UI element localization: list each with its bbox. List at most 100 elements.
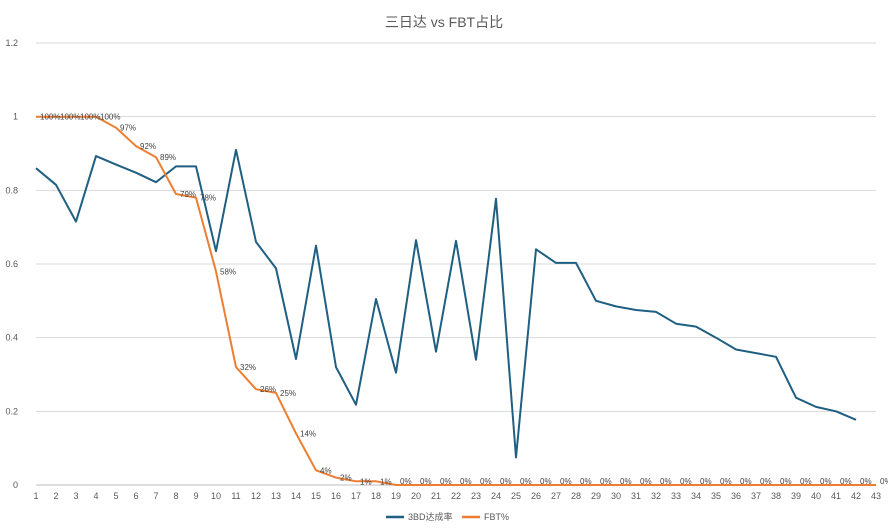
x-tick-label: 20: [411, 491, 421, 501]
data-label: 97%: [120, 124, 136, 133]
y-tick-label: 0.2: [5, 406, 18, 416]
data-label: 0%: [420, 477, 432, 486]
x-tick-label: 37: [751, 491, 761, 501]
x-tick-label: 39: [791, 491, 801, 501]
y-tick-label: 0.8: [5, 185, 18, 195]
x-tick-label: 16: [331, 491, 341, 501]
x-tick-label: 1: [33, 491, 38, 501]
series: [35, 115, 876, 486]
y-tick-label: 0.4: [5, 333, 18, 343]
data-label: 0%: [620, 477, 632, 486]
data-label: 1%: [360, 477, 372, 486]
data-label: 0%: [500, 477, 512, 486]
x-tick-label: 5: [113, 491, 118, 501]
data-label: 100%: [60, 113, 80, 122]
data-label: 92%: [140, 142, 156, 151]
y-axis-ticks: 0 0.2 0.4 0.6 0.8 1 1.2: [5, 38, 18, 490]
x-tick-label: 3: [73, 491, 78, 501]
x-tick-label: 43: [871, 491, 881, 501]
data-label: 0%: [660, 477, 672, 486]
data-label: 0%: [860, 477, 872, 486]
x-tick-label: 33: [671, 491, 681, 501]
x-tick-label: 34: [691, 491, 701, 501]
data-label: 0%: [440, 477, 452, 486]
grid: [36, 42, 876, 486]
y-tick-label: 0.6: [5, 259, 18, 269]
x-tick-label: 8: [173, 491, 178, 501]
x-tick-label: 6: [133, 491, 138, 501]
x-tick-label: 25: [511, 491, 521, 501]
data-label: 0%: [740, 477, 752, 486]
data-label: 0%: [640, 477, 652, 486]
data-label: 32%: [240, 363, 256, 372]
x-tick-label: 4: [93, 491, 98, 501]
data-label: 0%: [540, 477, 552, 486]
x-tick-label: 29: [591, 491, 601, 501]
data-label: 0%: [400, 477, 412, 486]
data-label: 2%: [340, 474, 352, 483]
x-tick-label: 32: [651, 491, 661, 501]
data-label: 89%: [160, 153, 176, 162]
x-tick-label: 11: [231, 491, 240, 501]
data-label: 0%: [720, 477, 732, 486]
series-line-3bd: [35, 148, 857, 459]
data-label: 79%: [180, 190, 196, 199]
data-label: 78%: [200, 194, 216, 203]
x-tick-label: 18: [371, 491, 381, 501]
x-tick-label: 42: [851, 491, 861, 501]
data-label: 58%: [220, 267, 236, 276]
data-label: 25%: [280, 389, 296, 398]
x-tick-label: 35: [711, 491, 721, 501]
y-tick-label: 1: [13, 112, 18, 122]
x-tick-label: 12: [251, 491, 261, 501]
data-label: 100%: [100, 113, 120, 122]
data-label: 0%: [780, 477, 792, 486]
data-label: 0%: [600, 477, 612, 486]
x-tick-label: 15: [311, 491, 321, 501]
data-label: 0%: [580, 477, 592, 486]
x-tick-label: 14: [291, 491, 301, 501]
data-label: 0%: [800, 477, 812, 486]
x-tick-label: 38: [771, 491, 781, 501]
data-label: 1%: [380, 477, 392, 486]
x-axis-ticks: 1 2 3 4 5 6 7 8 9 10 11 12 13 14 15 16 17 18 19 20 21 22 23 24 2…: [33, 491, 881, 501]
x-tick-label: 28: [571, 491, 581, 501]
x-tick-label: 22: [451, 491, 461, 501]
data-label: 0%: [460, 477, 472, 486]
x-tick-label: 2: [53, 491, 58, 501]
x-tick-label: 31: [631, 491, 641, 501]
data-label: 100%: [80, 113, 100, 122]
x-tick-label: 23: [471, 491, 481, 501]
data-label: 0%: [700, 477, 712, 486]
data-label: 0%: [560, 477, 572, 486]
data-label: 100%: [40, 113, 60, 122]
x-tick-label: 21: [431, 491, 441, 501]
x-tick-label: 36: [731, 491, 741, 501]
x-tick-label: 19: [391, 491, 401, 501]
y-tick-label: 1.2: [5, 38, 18, 48]
x-tick-label: 9: [193, 491, 198, 501]
legend: 3BD达成率 FBT%: [386, 511, 509, 522]
x-tick-label: 13: [271, 491, 281, 501]
x-tick-label: 17: [351, 491, 361, 501]
chart-title: 三日达 vs FBT占比: [385, 14, 503, 30]
data-labels: 100% 100% 100% 100%97%92%89%79% 78%58%32%26%…: [40, 113, 888, 487]
x-tick-label: 7: [153, 491, 158, 501]
y-tick-label: 0: [13, 480, 18, 490]
data-label: 0%: [840, 477, 852, 486]
legend-label-3bd: 3BD达成率: [408, 511, 453, 522]
data-label: 14%: [300, 429, 316, 438]
series-line-fbt: [36, 115, 876, 486]
data-label: 26%: [260, 385, 276, 394]
data-label: 4%: [320, 466, 332, 475]
x-tick-label: 30: [611, 491, 621, 501]
data-label: 0%: [880, 477, 888, 486]
x-tick-label: 26: [531, 491, 541, 501]
x-tick-label: 24: [491, 491, 501, 501]
data-label: 0%: [820, 477, 832, 486]
x-tick-label: 40: [811, 491, 821, 501]
data-label: 0%: [680, 477, 692, 486]
x-tick-label: 41: [831, 491, 841, 501]
x-tick-label: 10: [211, 491, 221, 501]
